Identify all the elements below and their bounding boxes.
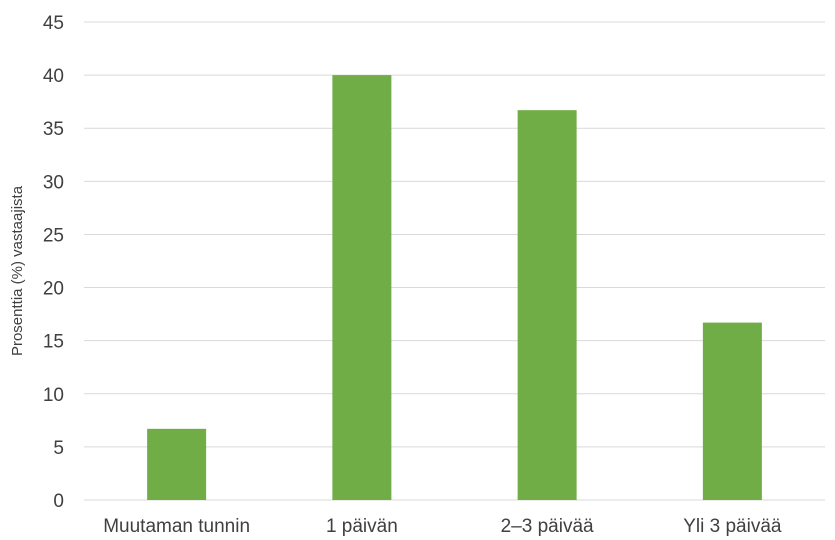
y-tick-label: 25: [43, 225, 64, 246]
bar: [518, 110, 577, 500]
x-tick-label: 1 päivän: [326, 516, 398, 537]
y-tick-label: 45: [43, 13, 64, 34]
y-tick-label: 10: [43, 385, 64, 406]
y-tick-label: 15: [43, 332, 64, 353]
y-tick-label: 40: [43, 66, 64, 87]
x-tick-label: Muutaman tunnin: [103, 516, 250, 537]
bar: [703, 323, 762, 500]
bar: [332, 75, 391, 500]
bar: [147, 429, 206, 500]
y-axis-title: Prosenttia (%) vastaajista: [9, 185, 26, 356]
y-tick-label: 5: [53, 438, 64, 459]
x-tick-label: 2–3 päivää: [501, 516, 594, 537]
y-tick-label: 35: [43, 119, 64, 140]
y-tick-label: 30: [43, 172, 64, 193]
y-tick-label: 20: [43, 279, 64, 300]
y-tick-label: 0: [53, 491, 64, 512]
x-tick-label: Yli 3 päivää: [683, 516, 782, 537]
x-tick-labels: Muutaman tunnin 1 päivän 2–3 päivää Yli 3 p…: [103, 516, 782, 537]
y-tick-labels: 0 5 10 15 20 25 30 35 40 45: [43, 13, 64, 512]
